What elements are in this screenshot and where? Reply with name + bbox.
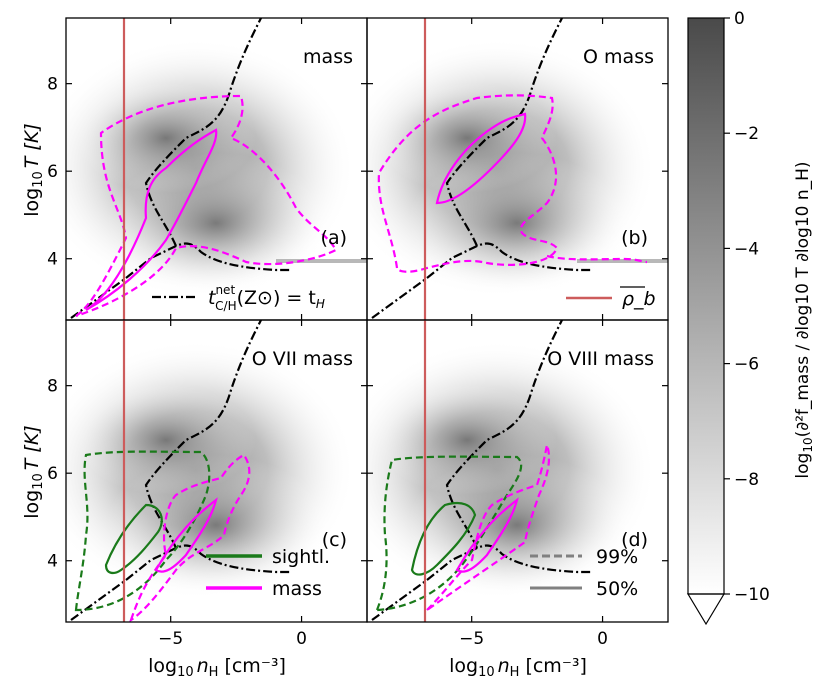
contour-mass-99 — [426, 440, 551, 611]
legend-sample-1: mass — [206, 578, 322, 600]
contour-mass-50 — [435, 112, 527, 205]
legend-density-label: ρ_b — [622, 288, 656, 310]
cooling-curve — [371, 320, 592, 621]
y-tick-label: 8 — [47, 377, 58, 397]
legend-density: ρ_b — [566, 286, 656, 310]
colorbar-tick-label: −4 — [734, 239, 759, 259]
y-axis-label-bottom: log10T [K] — [21, 425, 46, 518]
legend-sample-0: sightl. — [206, 546, 330, 568]
contour-mass-50 — [154, 497, 218, 573]
panel-letter: (d) — [621, 529, 648, 551]
x-axis-label-right: log10 nH [cm⁻³] — [449, 655, 587, 680]
legend-level-0: 99% — [530, 546, 638, 568]
colorbar-tick-label: 0 — [734, 9, 745, 29]
contour-sightline-99 — [375, 455, 523, 612]
panel-c: 4 6 8 −5 0 O VII mass (c) — [47, 319, 368, 649]
svg-text:sightl.: sightl. — [272, 546, 330, 568]
panel-letter: (c) — [322, 529, 347, 551]
legend-cooling-label: tnet C/H(Z⊙) = tH — [208, 283, 325, 313]
y-tick-label: 4 — [47, 552, 58, 572]
x-tick-label: 0 — [597, 629, 608, 649]
x-tick-label: −5 — [158, 629, 183, 649]
colorbar-gradient — [688, 18, 724, 594]
cooling-curve — [371, 18, 592, 319]
svg-text:99%: 99% — [596, 546, 638, 568]
y-tick-label: 6 — [47, 464, 58, 484]
panel-b: O mass (b) — [366, 17, 669, 321]
panel-frame — [366, 319, 669, 623]
y-tick-label: 8 — [47, 75, 58, 95]
x-axis-label-left: log10 nH [cm⁻³] — [148, 655, 286, 680]
contour-sightline-50 — [410, 501, 477, 576]
panel-title: O VIII mass — [547, 348, 654, 370]
histogram-upper — [76, 385, 256, 495]
histogram-upper — [377, 385, 557, 495]
histogram-upper — [76, 83, 256, 193]
contour-mass-tail — [546, 254, 648, 264]
x-tick-label: 0 — [296, 629, 307, 649]
histogram-floor — [276, 259, 367, 263]
contour-mass-99 — [75, 94, 338, 318]
x-tick-label: −5 — [459, 629, 484, 649]
cooling-curve — [70, 18, 291, 319]
contour-sightline-50 — [104, 503, 163, 575]
colorbar: 0 −2 −4 −6 −8 −10 log10(∂²f_mass / ∂log10 T ∂… — [686, 9, 815, 626]
panel-a: 4 6 8 mass (a) — [47, 17, 368, 321]
colorbar-tick-label: −2 — [734, 124, 759, 144]
colorbar-tick-label: −10 — [734, 585, 770, 605]
y-axis-label-top: log10T [K] — [21, 123, 46, 216]
panel-letter: (b) — [621, 227, 648, 249]
panel-d: −5 0 O VIII mass (d) — [366, 319, 669, 649]
contour-sightline-99 — [74, 450, 211, 612]
panel-title: O mass — [583, 46, 654, 68]
panel-title: O VII mass — [252, 348, 353, 370]
histogram-floor — [577, 259, 668, 263]
histogram-upper — [377, 83, 557, 193]
colorbar-label: log10(∂²f_mass / ∂log10 T ∂log10 n_H) — [793, 161, 815, 478]
y-tick-label: 6 — [47, 162, 58, 182]
panel-letter: (a) — [321, 227, 347, 249]
legend-cooling: tnet C/H(Z⊙) = tH — [152, 283, 325, 313]
contour-mass-99 — [377, 94, 559, 273]
colorbar-tick-label: −6 — [734, 355, 759, 375]
panel-title: mass — [303, 46, 353, 68]
y-tick-label: 4 — [47, 250, 58, 270]
legend-level-1: 50% — [530, 578, 638, 600]
colorbar-extend-triangle — [686, 593, 726, 626]
svg-text:50%: 50% — [596, 578, 638, 600]
svg-text:mass: mass — [272, 578, 322, 600]
contour-mass-50 — [455, 497, 519, 573]
contour-mass-50 — [85, 128, 218, 311]
colorbar-tick-label: −8 — [734, 470, 759, 490]
